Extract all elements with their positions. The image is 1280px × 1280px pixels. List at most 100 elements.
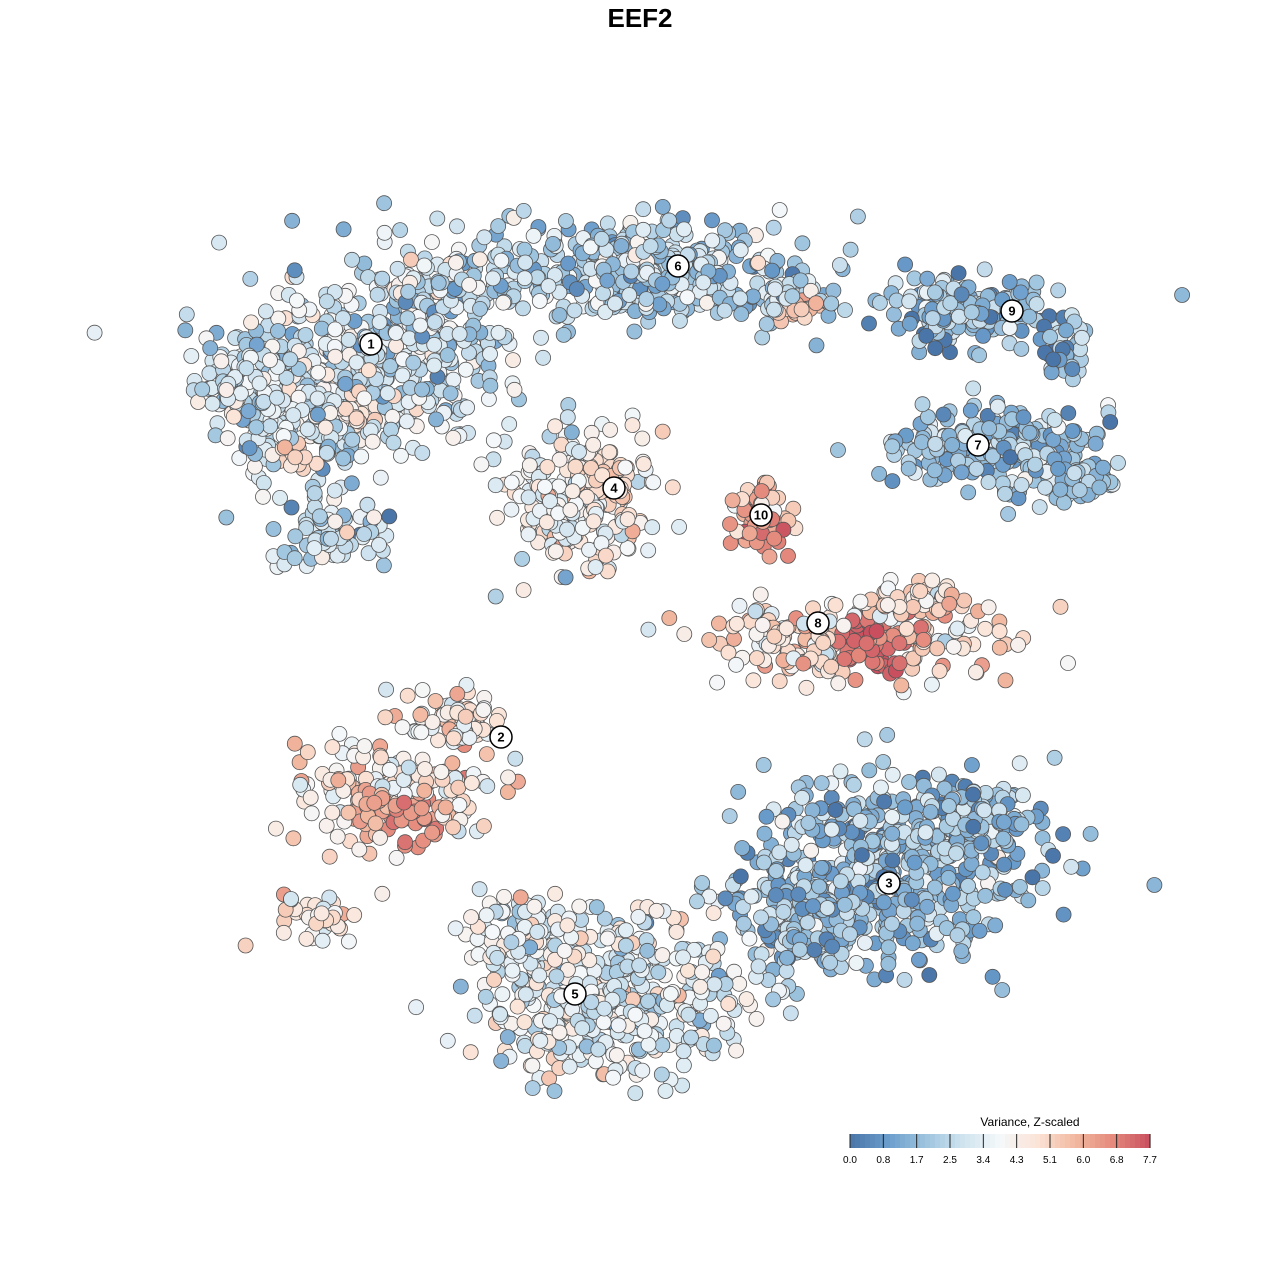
data-point bbox=[940, 870, 957, 886]
data-point bbox=[381, 508, 398, 525]
data-point bbox=[806, 942, 823, 958]
data-point bbox=[813, 775, 830, 791]
data-point bbox=[601, 444, 618, 461]
data-point bbox=[1071, 482, 1088, 499]
data-point bbox=[450, 779, 467, 796]
data-point bbox=[971, 923, 988, 939]
data-point bbox=[378, 681, 395, 698]
data-point bbox=[571, 898, 588, 915]
data-point bbox=[1063, 858, 1080, 875]
data-point bbox=[1060, 655, 1076, 671]
data-point bbox=[321, 848, 338, 865]
data-point bbox=[183, 348, 200, 364]
data-point bbox=[516, 1014, 533, 1030]
data-point bbox=[779, 949, 795, 966]
data-point bbox=[648, 902, 665, 919]
data-point bbox=[563, 424, 580, 441]
data-point bbox=[372, 829, 388, 846]
data-point bbox=[283, 499, 300, 516]
data-point bbox=[520, 489, 537, 506]
data-point bbox=[599, 272, 616, 289]
data-point bbox=[445, 819, 462, 836]
data-point bbox=[476, 229, 493, 246]
data-point bbox=[318, 444, 335, 461]
data-point bbox=[529, 924, 546, 940]
data-point bbox=[385, 434, 402, 451]
data-point bbox=[953, 943, 970, 959]
data-point bbox=[917, 824, 934, 841]
data-point bbox=[479, 778, 496, 794]
data-point bbox=[949, 927, 966, 944]
data-point bbox=[1045, 351, 1062, 368]
data-point bbox=[590, 1041, 607, 1058]
data-point bbox=[996, 856, 1012, 873]
data-point bbox=[767, 281, 783, 298]
data-point bbox=[953, 464, 970, 481]
data-point bbox=[963, 304, 980, 321]
data-point bbox=[903, 891, 920, 908]
data-point bbox=[487, 588, 504, 605]
data-point bbox=[940, 798, 957, 814]
data-point bbox=[309, 390, 326, 407]
data-point bbox=[490, 218, 507, 235]
data-point bbox=[854, 847, 870, 863]
data-point bbox=[968, 460, 985, 477]
data-point bbox=[653, 1066, 670, 1083]
data-point bbox=[819, 900, 836, 916]
data-point bbox=[1056, 494, 1072, 511]
legend-tick-label: 3.4 bbox=[976, 1155, 990, 1166]
data-point bbox=[430, 275, 447, 291]
data-point bbox=[949, 620, 966, 637]
data-point bbox=[318, 817, 335, 834]
data-point bbox=[426, 314, 443, 331]
data-point bbox=[771, 673, 788, 690]
data-point bbox=[627, 1006, 644, 1023]
data-point bbox=[262, 352, 278, 369]
data-point bbox=[824, 938, 840, 955]
data-point bbox=[297, 327, 314, 343]
data-point bbox=[482, 346, 498, 362]
data-point bbox=[842, 241, 859, 258]
data-point bbox=[793, 301, 810, 318]
data-point bbox=[377, 709, 394, 726]
data-point bbox=[324, 804, 341, 821]
data-point bbox=[389, 260, 406, 277]
data-point bbox=[975, 327, 991, 344]
data-point bbox=[679, 289, 696, 306]
data-point bbox=[348, 410, 365, 427]
data-point bbox=[413, 724, 430, 741]
legend-swatch bbox=[880, 1134, 886, 1148]
data-point bbox=[423, 234, 440, 251]
data-point bbox=[546, 1083, 563, 1099]
data-point bbox=[561, 1058, 578, 1075]
data-point bbox=[842, 926, 858, 943]
data-point bbox=[880, 956, 897, 972]
data-point bbox=[524, 1057, 541, 1074]
legend-swatch bbox=[985, 1134, 991, 1148]
data-point bbox=[494, 986, 511, 1003]
data-point bbox=[414, 381, 430, 398]
data-point bbox=[506, 381, 523, 398]
data-point bbox=[893, 677, 910, 694]
data-point bbox=[926, 462, 943, 479]
legend-swatch bbox=[1085, 1134, 1091, 1148]
data-point bbox=[654, 198, 671, 215]
legend-swatch bbox=[1135, 1134, 1141, 1148]
data-point bbox=[284, 212, 301, 229]
data-point bbox=[662, 986, 679, 1002]
data-point bbox=[371, 537, 387, 553]
data-point bbox=[1013, 340, 1030, 357]
data-point bbox=[808, 295, 824, 312]
data-point bbox=[680, 1006, 697, 1023]
data-point bbox=[413, 800, 430, 817]
data-point bbox=[716, 302, 733, 319]
data-point bbox=[213, 353, 230, 370]
data-point bbox=[310, 364, 327, 381]
data-point bbox=[704, 212, 720, 229]
data-point bbox=[1037, 479, 1053, 496]
data-point bbox=[683, 1029, 699, 1046]
data-point bbox=[398, 413, 415, 430]
data-point bbox=[661, 610, 678, 626]
data-point bbox=[813, 860, 830, 876]
data-point bbox=[935, 406, 952, 423]
